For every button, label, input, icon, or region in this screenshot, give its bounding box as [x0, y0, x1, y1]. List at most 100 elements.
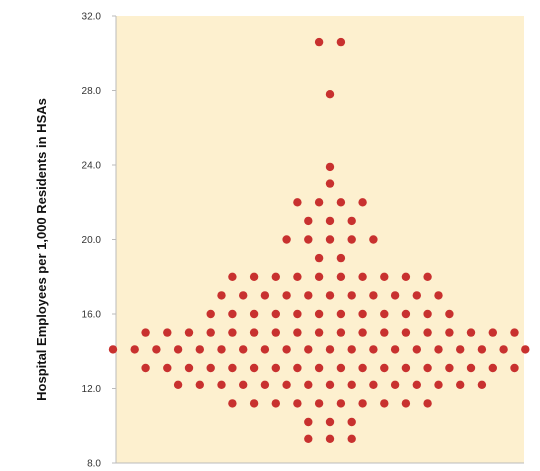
data-point: [336, 198, 346, 207]
data-point: [228, 363, 237, 373]
data-point: [325, 235, 335, 244]
data-point: [325, 179, 335, 188]
data-point: [466, 328, 476, 337]
data-point: [423, 399, 432, 408]
y-tick-label: 12.0: [82, 384, 102, 395]
data-point: [304, 434, 313, 443]
plot-area-background: [116, 16, 524, 463]
data-point: [260, 291, 270, 300]
data-point: [239, 380, 248, 389]
data-point: [304, 216, 313, 226]
data-point: [358, 363, 367, 373]
data-point: [314, 399, 324, 408]
data-point: [456, 380, 465, 389]
data-point: [347, 417, 356, 427]
data-point: [336, 272, 346, 281]
data-point: [271, 363, 280, 373]
data-point: [445, 363, 454, 373]
data-point: [163, 328, 172, 337]
data-point: [314, 363, 324, 373]
y-tick-label: 32.0: [82, 12, 102, 23]
data-point: [260, 345, 270, 354]
data-point: [499, 345, 508, 354]
data-point: [325, 216, 335, 226]
data-point: [369, 345, 378, 354]
data-point: [152, 345, 161, 354]
data-point: [173, 380, 183, 389]
data-point: [325, 380, 335, 389]
data-point: [206, 328, 215, 337]
data-point: [195, 345, 204, 354]
data-point: [304, 345, 313, 354]
data-point: [325, 434, 335, 443]
data-point: [282, 380, 291, 389]
data-point: [401, 328, 411, 337]
data-point: [325, 90, 335, 99]
data-point: [173, 345, 183, 354]
data-point: [293, 328, 302, 337]
data-point: [347, 380, 356, 389]
data-point: [347, 345, 356, 354]
data-point: [293, 272, 302, 281]
data-point: [217, 380, 226, 389]
data-point: [336, 253, 346, 263]
data-point: [445, 309, 454, 319]
data-point: [510, 363, 519, 373]
data-point: [488, 363, 497, 373]
data-point: [412, 291, 421, 300]
data-point: [347, 235, 356, 244]
data-point: [206, 363, 215, 373]
data-point: [314, 253, 324, 263]
data-point: [141, 363, 150, 373]
data-point: [325, 345, 335, 354]
data-point: [282, 235, 291, 244]
data-point: [249, 309, 259, 319]
data-point: [271, 309, 280, 319]
data-point: [380, 272, 389, 281]
data-point: [510, 328, 519, 337]
data-point: [293, 363, 302, 373]
data-point: [466, 363, 476, 373]
data-point: [434, 345, 443, 354]
data-point: [445, 328, 454, 337]
data-point: [184, 328, 194, 337]
data-point: [249, 399, 259, 408]
data-point: [347, 434, 356, 443]
data-point: [390, 291, 400, 300]
data-point: [380, 399, 389, 408]
data-point: [380, 363, 389, 373]
data-point: [249, 363, 259, 373]
data-point: [282, 291, 291, 300]
y-tick-label: 16.0: [82, 310, 102, 321]
data-point: [228, 309, 237, 319]
data-point: [358, 272, 367, 281]
data-point: [206, 309, 215, 319]
data-point: [314, 328, 324, 337]
data-point: [228, 399, 237, 408]
y-tick-label: 28.0: [82, 86, 102, 97]
data-point: [282, 345, 291, 354]
data-point: [423, 363, 432, 373]
data-point: [249, 272, 259, 281]
data-point: [325, 291, 335, 300]
y-axis-label: Hospital Employees per 1,000 Residents i…: [34, 98, 49, 401]
data-point: [325, 417, 335, 427]
data-point: [401, 399, 411, 408]
data-point: [401, 363, 411, 373]
data-point: [412, 345, 421, 354]
data-point: [358, 399, 367, 408]
data-point: [195, 380, 204, 389]
data-point: [456, 345, 465, 354]
data-point: [412, 380, 421, 389]
data-point: [293, 309, 302, 319]
data-point: [304, 380, 313, 389]
data-point: [336, 328, 346, 337]
data-point: [130, 345, 139, 354]
data-point: [271, 328, 280, 337]
data-point: [239, 345, 248, 354]
data-point: [163, 363, 172, 373]
data-point: [369, 291, 378, 300]
data-point: [380, 328, 389, 337]
